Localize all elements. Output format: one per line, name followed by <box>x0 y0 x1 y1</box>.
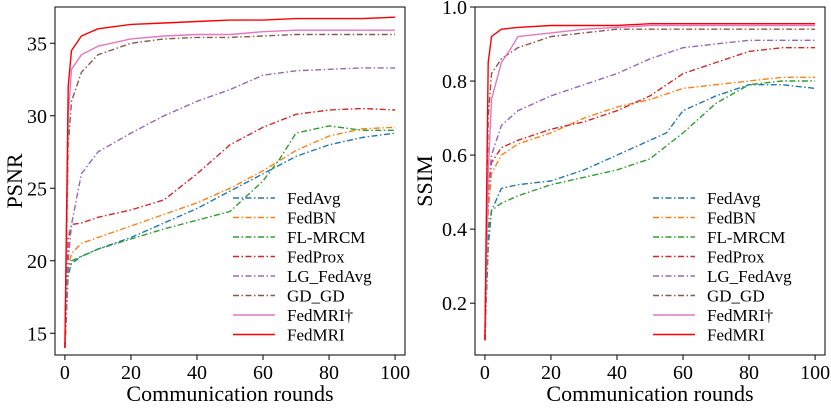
x-tick-label: 0 <box>60 362 70 384</box>
x-tick-label: 40 <box>607 362 627 384</box>
y-tick-label: 15 <box>27 323 47 345</box>
y-axis-label: PSNR <box>2 153 27 208</box>
series-line-1-3 <box>64 125 396 348</box>
series-line-2-2 <box>484 76 816 341</box>
y-tick-label: 1.0 <box>442 0 467 19</box>
x-tick-label: 20 <box>541 362 561 384</box>
y-tick-label: 25 <box>27 178 47 200</box>
series-line-2-5 <box>484 39 816 341</box>
series-line-2-1 <box>484 84 816 341</box>
x-tick-label: 0 <box>480 362 490 384</box>
plot-frame <box>474 6 826 356</box>
legend-label: FL-MRCM <box>707 228 785 247</box>
series-line-2-3 <box>484 80 816 341</box>
legend-label: FedAvg <box>707 189 761 208</box>
legend-label: GD_GD <box>287 287 345 306</box>
y-tick-label: 0.6 <box>442 145 467 167</box>
legend-label: FedBN <box>287 209 336 228</box>
legend-label: LG_FedAvg <box>707 267 792 286</box>
x-tick-label: 60 <box>673 362 693 384</box>
legend-label: FL-MRCM <box>287 228 365 247</box>
series-line-1-4 <box>64 107 396 348</box>
legend-label: FedMRI <box>707 326 765 345</box>
x-axis-label: Communication rounds <box>546 381 753 406</box>
series-line-1-1 <box>64 132 396 348</box>
series-line-2-8 <box>484 23 816 341</box>
x-tick-label: 100 <box>380 362 410 384</box>
y-axis-label: SSIM <box>412 155 437 206</box>
x-tick-label: 80 <box>739 362 759 384</box>
legend-label: FedMRI† <box>707 306 773 325</box>
x-tick-label: 40 <box>187 362 207 384</box>
plot-frame <box>54 6 406 356</box>
x-tick-label: 80 <box>319 362 339 384</box>
series-line-1-8 <box>64 16 396 348</box>
legend-label: FedProx <box>287 248 345 267</box>
chart-panel-2: 0 20 40 60 80 100 0.2 0.4 0.6 0.8 1.0 Communication… <box>412 0 830 406</box>
legend-label: GD_GD <box>707 287 765 306</box>
y-tick-label: 0.8 <box>442 71 467 93</box>
legend-label: FedMRI† <box>287 306 353 325</box>
series-line-2-6 <box>484 28 816 341</box>
legend-label: FedProx <box>707 248 765 267</box>
series-line-1-7 <box>64 29 396 348</box>
x-axis-label: Communication rounds <box>126 381 333 406</box>
legend-label: FedBN <box>707 209 756 228</box>
series-line-2-4 <box>484 47 816 341</box>
y-tick-label: 35 <box>27 33 47 55</box>
series-line-1-2 <box>64 126 396 348</box>
chart-panel-1: 0 20 40 60 80 100 15 20 25 30 35 Communication roun… <box>2 6 410 406</box>
x-tick-label: 20 <box>121 362 141 384</box>
legend-label: FedAvg <box>287 189 341 208</box>
y-tick-label: 30 <box>27 106 47 128</box>
legend-label: LG_FedAvg <box>287 267 372 286</box>
legend-label: FedMRI <box>287 326 345 345</box>
y-tick-label: 0.2 <box>442 293 467 315</box>
y-tick-label: 0.4 <box>442 219 467 241</box>
series-line-1-6 <box>64 33 396 348</box>
x-tick-label: 60 <box>253 362 273 384</box>
x-tick-label: 100 <box>800 362 830 384</box>
y-tick-label: 20 <box>27 251 47 273</box>
series-line-2-7 <box>484 24 816 341</box>
